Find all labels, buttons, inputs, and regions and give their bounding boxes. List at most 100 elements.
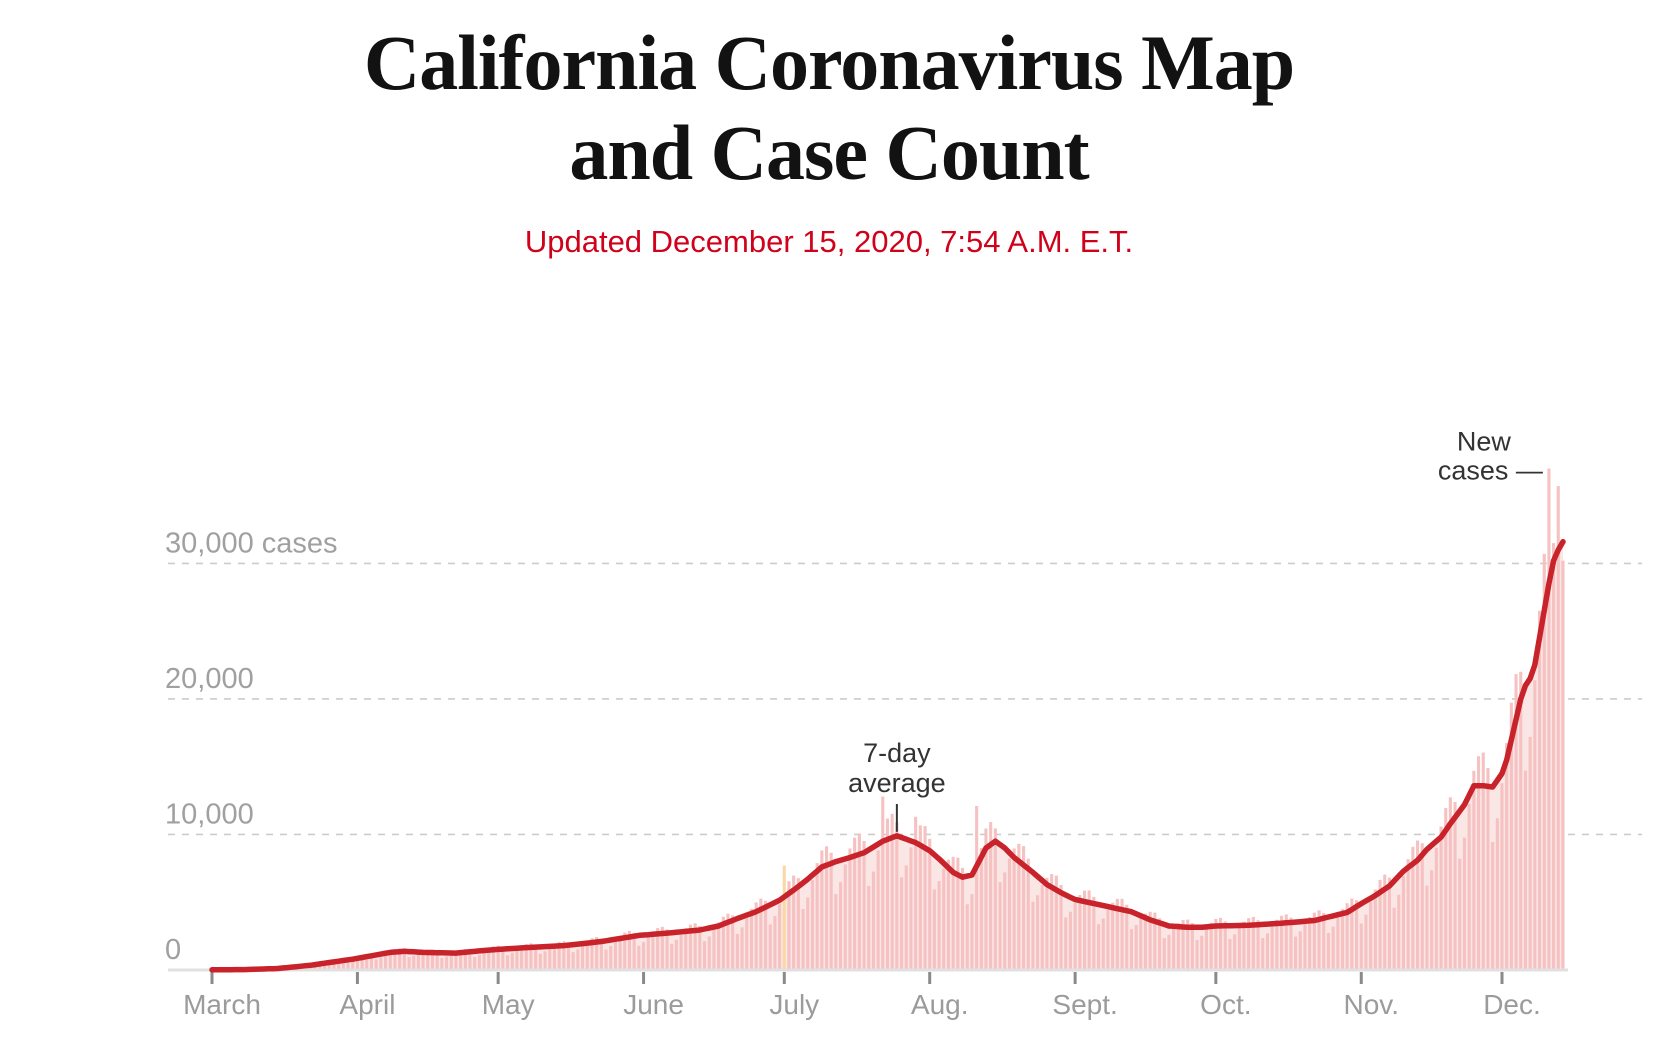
daily-bar [1040,885,1044,970]
daily-bar [1430,870,1434,970]
daily-bar [426,949,430,970]
daily-bar [1369,901,1373,970]
daily-bar [670,943,674,970]
daily-bar [1491,841,1495,970]
daily-bar [918,825,922,970]
daily-bar [1125,904,1129,970]
daily-bar [703,941,707,970]
daily-bar [881,796,885,970]
daily-bar [1031,901,1035,970]
daily-bar [857,833,861,970]
daily-bar [567,942,571,970]
daily-bar [482,951,486,970]
daily-bar [1439,826,1443,970]
daily-bar [534,944,538,970]
daily-bar [1341,909,1345,970]
daily-bar [1045,877,1049,970]
daily-bar [1298,931,1302,970]
daily-bar [548,947,552,970]
daily-bar [1359,923,1363,970]
daily-bar [1481,752,1485,970]
daily-bar [937,881,941,970]
daily-bar [1528,736,1532,970]
daily-bar [1303,923,1307,970]
daily-bar [773,916,777,970]
daily-bar [745,917,749,970]
daily-bar [1289,917,1293,970]
daily-bar [1097,924,1101,970]
daily-bar [1523,770,1527,970]
daily-bar [975,806,979,970]
daily-bar [590,938,594,970]
y-axis-label: 10,000 [165,798,254,830]
daily-bar [323,962,327,970]
daily-bar [1101,918,1105,970]
page-title-line1: California Coronavirus Map [363,19,1295,106]
daily-bar [501,947,505,970]
daily-bar [1068,911,1072,970]
daily-bar [1050,874,1054,970]
daily-bar [1387,877,1391,970]
daily-bar [717,922,721,970]
daily-bar [1322,913,1326,970]
daily-bar [491,946,495,970]
daily-bar [1022,846,1026,970]
daily-bar [459,949,463,970]
daily-bar [796,878,800,970]
daily-bar [698,926,702,970]
daily-bar [454,951,458,970]
daily-bar [1176,923,1180,970]
daily-bar [674,939,678,970]
daily-bar [1533,680,1537,970]
x-axis-month-label: Nov. [1344,989,1400,1020]
gridlines-layer: 0 10,000 20,000 30,000 cases [165,527,1642,966]
daily-bar [1200,935,1204,970]
daily-bar [871,871,875,970]
daily-bar [1073,903,1077,970]
daily-bar [1223,921,1227,970]
daily-bar [792,875,796,970]
daily-bar [1326,932,1330,970]
x-axis-month-label: July [769,989,819,1020]
daily-bar [782,865,786,970]
daily-bar [942,868,946,970]
daily-bar [1416,840,1420,970]
daily-bar [1308,917,1312,970]
daily-bar [895,822,899,970]
daily-bar [1242,921,1246,970]
x-axis-month-label: Dec. [1483,989,1541,1020]
daily-bar [463,949,467,970]
daily-bar [1364,914,1368,970]
daily-bar [932,889,936,970]
daily-bar [806,897,810,970]
daily-bar [1434,847,1438,970]
daily-bar [393,949,397,970]
daily-bar [688,924,692,970]
daily-bar [1092,896,1096,970]
daily-bar [529,943,533,970]
daily-bar [642,942,646,970]
daily-bar [1373,889,1377,970]
daily-bar [538,953,542,970]
y-axis-label: 20,000 [165,663,254,695]
daily-bar [520,946,524,970]
daily-bar [679,933,683,970]
daily-bar [435,950,439,970]
daily-bar [726,913,730,970]
daily-bar [1542,553,1546,970]
daily-bar [1233,934,1237,970]
daily-bar [712,929,716,970]
daily-bar [355,957,359,970]
daily-bar [1036,895,1040,970]
daily-bar [810,879,814,970]
daily-bar [468,950,472,970]
daily-bar [754,902,758,970]
daily-bar [313,965,317,970]
daily-bar [430,949,434,970]
daily-bar [351,959,355,970]
daily-bar [473,956,477,970]
daily-bar [445,956,449,970]
daily-bar [637,945,641,970]
daily-bar [1017,843,1021,970]
